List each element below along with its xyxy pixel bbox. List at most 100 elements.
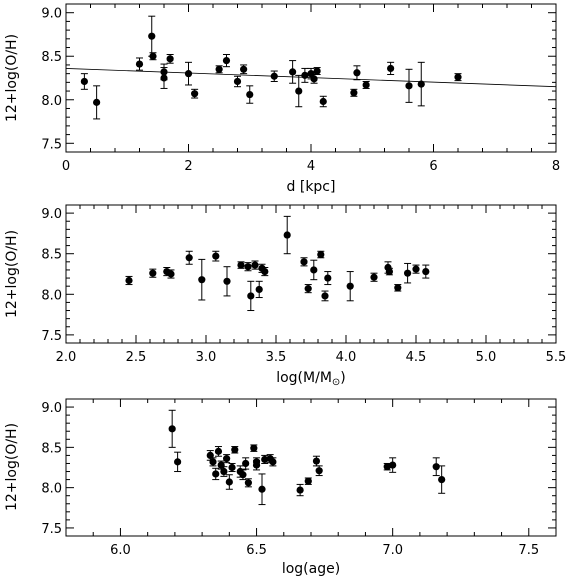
data-marker xyxy=(362,81,370,89)
data-point xyxy=(422,264,430,279)
data-point xyxy=(184,61,193,86)
y-tick-label: 8.5 xyxy=(41,248,62,263)
data-marker xyxy=(206,451,214,460)
y-tick-label: 8.5 xyxy=(41,50,62,65)
x-tick-label: 6.0 xyxy=(110,543,131,558)
data-point xyxy=(304,284,312,294)
data-point xyxy=(246,85,254,104)
plot-frame-age xyxy=(65,398,557,537)
data-marker xyxy=(346,282,354,290)
data-marker xyxy=(405,82,413,90)
data-marker xyxy=(223,455,231,463)
data-point xyxy=(240,64,248,75)
data-marker xyxy=(295,87,303,95)
data-point xyxy=(404,262,412,284)
data-point xyxy=(149,52,157,61)
data-marker xyxy=(233,77,242,86)
x-tick-label: 3.5 xyxy=(266,350,287,365)
data-marker xyxy=(167,270,175,278)
y-tick-label: 7.5 xyxy=(41,329,62,344)
data-point xyxy=(405,68,413,103)
x-axis-label-mass: log(M/M⊙) xyxy=(276,370,346,388)
data-point xyxy=(220,466,228,477)
data-marker xyxy=(324,274,332,282)
data-marker xyxy=(225,478,233,486)
data-marker xyxy=(304,477,312,485)
data-marker xyxy=(307,70,315,78)
data-marker xyxy=(315,467,323,475)
data-point xyxy=(261,267,269,277)
data-point xyxy=(168,409,176,448)
axis-ticks-distance: 0 2 4 6 8 7.5 8.0 8.5 9.0 xyxy=(41,3,560,174)
data-marker xyxy=(168,425,176,433)
data-marker xyxy=(310,75,318,83)
data-point xyxy=(346,271,354,302)
data-point xyxy=(315,465,323,477)
data-point xyxy=(160,67,168,89)
x-tick-label: 8 xyxy=(552,159,560,174)
y-axis-label-distance: 12+log(O/H) xyxy=(4,34,20,122)
y-tick-label: 9.0 xyxy=(41,401,62,416)
data-point xyxy=(362,80,370,89)
data-marker xyxy=(212,470,220,478)
data-marker xyxy=(244,479,252,487)
data-marker xyxy=(370,273,378,281)
axis-ticks-age: 6.0 6.5 7.0 7.5 7.5 8.0 8.5 9.0 xyxy=(41,398,556,558)
data-point xyxy=(166,53,174,64)
data-marker xyxy=(251,261,259,269)
data-marker xyxy=(223,277,231,285)
data-marker xyxy=(313,67,321,75)
data-point xyxy=(389,457,397,473)
data-marker xyxy=(212,252,220,260)
data-point xyxy=(270,70,278,82)
data-point xyxy=(310,259,318,281)
data-point xyxy=(228,462,236,473)
data-point xyxy=(454,73,462,82)
data-marker xyxy=(240,65,248,73)
data-point xyxy=(438,465,446,494)
data-point xyxy=(223,266,231,297)
data-marker xyxy=(438,475,446,484)
data-point xyxy=(237,261,245,269)
data-marker xyxy=(422,267,430,276)
data-marker xyxy=(389,461,397,469)
data-marker xyxy=(353,69,361,77)
y-tick-label: 9.0 xyxy=(41,207,62,222)
data-marker xyxy=(191,90,199,98)
data-marker xyxy=(296,486,304,494)
data-point xyxy=(269,457,277,467)
data-point xyxy=(198,258,206,301)
data-point xyxy=(209,457,217,467)
y-tick-label: 8.5 xyxy=(41,441,62,456)
data-marker xyxy=(184,70,193,78)
data-point xyxy=(324,271,332,286)
data-point xyxy=(191,88,199,99)
data-marker xyxy=(394,284,402,292)
data-point xyxy=(231,446,239,454)
data-point xyxy=(385,267,393,276)
data-points-age xyxy=(168,409,446,506)
data-marker xyxy=(250,444,258,452)
data-marker xyxy=(387,64,395,73)
data-marker xyxy=(239,471,247,479)
data-point xyxy=(239,469,247,481)
plot-frame-mass xyxy=(65,204,557,344)
data-marker xyxy=(252,461,261,469)
data-point xyxy=(242,457,250,470)
data-point xyxy=(244,262,252,272)
data-points-distance xyxy=(80,15,462,120)
data-point xyxy=(261,454,269,464)
data-marker xyxy=(255,285,263,294)
data-point xyxy=(233,75,242,88)
data-marker xyxy=(215,65,223,73)
data-point xyxy=(215,65,223,74)
data-point xyxy=(80,73,88,90)
y-axis-label-age: 12+log(O/H) xyxy=(4,423,20,511)
data-point xyxy=(387,61,395,76)
data-marker xyxy=(312,457,321,465)
data-marker xyxy=(246,90,254,99)
data-marker xyxy=(222,56,231,65)
data-marker xyxy=(149,269,157,277)
x-tick-label: 5.0 xyxy=(476,350,497,365)
panel-age: 6.0 6.5 7.0 7.5 7.5 8.0 8.5 9.0 log(age) 12+log… xyxy=(4,398,557,577)
